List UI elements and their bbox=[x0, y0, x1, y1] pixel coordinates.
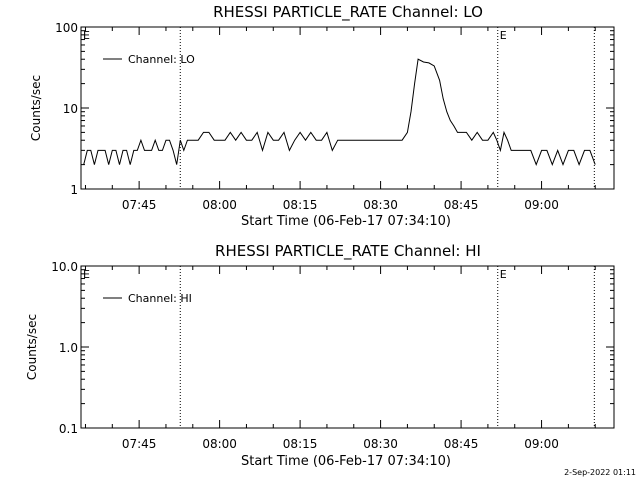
hi-x-axis-label: Start Time (06-Feb-17 07:34:10) bbox=[241, 454, 451, 469]
lo-y-tick-label: 100 bbox=[55, 21, 78, 35]
hi-x-tick-label: 08:15 bbox=[283, 437, 318, 451]
footer-timestamp: 2-Sep-2022 01:11 bbox=[564, 468, 636, 477]
lo-y-axis-label: Counts/sec bbox=[29, 75, 43, 141]
hi-x-tick-label: 07:45 bbox=[122, 437, 157, 451]
hi-event-marker-label: E bbox=[500, 268, 507, 281]
lo-y-tick-label: 10 bbox=[63, 102, 78, 116]
hi-y-axis-label: Counts/sec bbox=[25, 314, 39, 380]
lo-event-marker-label: E bbox=[83, 29, 90, 42]
lo-legend-entry: Channel: LO bbox=[128, 53, 195, 66]
lo-series-line bbox=[83, 58, 596, 167]
lo-x-tick-label: 07:45 bbox=[122, 198, 157, 212]
hi-channel-panel: RHESSI PARTICLE_RATE Channel: HI Counts/… bbox=[25, 242, 615, 469]
lo-x-tick-label: 08:30 bbox=[363, 198, 398, 212]
hi-x-tick-label: 08:45 bbox=[444, 437, 479, 451]
hi-legend-entry: Channel: HI bbox=[128, 292, 192, 305]
hi-chart-title: RHESSI PARTICLE_RATE Channel: HI bbox=[215, 242, 481, 261]
hi-y-tick-label: 0.1 bbox=[59, 422, 78, 436]
lo-x-tick-label: 08:15 bbox=[283, 198, 318, 212]
hi-x-tick-label: 09:00 bbox=[524, 437, 559, 451]
lo-chart-title: RHESSI PARTICLE_RATE Channel: LO bbox=[213, 3, 483, 22]
lo-x-axis-label: Start Time (06-Feb-17 07:34:10) bbox=[241, 214, 451, 229]
lo-x-tick-label: 08:45 bbox=[444, 198, 479, 212]
hi-y-tick-label: 1.0 bbox=[59, 341, 78, 355]
hi-x-tick-label: 08:30 bbox=[363, 437, 398, 451]
lo-x-tick-label: 08:00 bbox=[202, 198, 237, 212]
lo-event-marker-label: E bbox=[500, 29, 507, 42]
lo-x-tick-label: 09:00 bbox=[524, 198, 559, 212]
lo-channel-panel: RHESSI PARTICLE_RATE Channel: LO Counts/… bbox=[29, 3, 615, 229]
hi-x-tick-label: 08:00 bbox=[202, 437, 237, 451]
hi-y-tick-label: 10.0 bbox=[51, 260, 78, 274]
hi-event-marker-label: E bbox=[83, 268, 90, 281]
lo-y-tick-label: 1 bbox=[70, 183, 78, 197]
